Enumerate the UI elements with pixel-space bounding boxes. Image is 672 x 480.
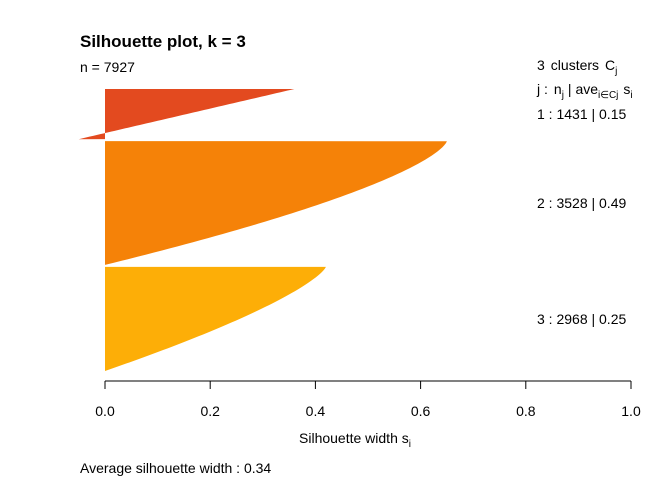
cluster-label-2: 2 : 3528 | 0.49 — [537, 195, 626, 211]
silhouette-bar-cluster-3 — [105, 266, 326, 371]
x-tick-label: 0.2 — [200, 403, 220, 419]
silhouette-bar-cluster-1 — [78, 89, 295, 140]
legend-header: 3 clusters Cj j : nj | avei∈Cj si — [536, 57, 633, 101]
cluster-label-3: 3 : 2968 | 0.25 — [537, 311, 626, 327]
chart-title: Silhouette plot, k = 3 — [80, 32, 246, 51]
cluster-labels: 1 : 1431 | 0.15 2 : 3528 | 0.49 3 : 2968 |… — [537, 106, 626, 327]
cluster-label-1: 1 : 1431 | 0.15 — [537, 106, 626, 122]
x-axis-label: Silhouette width si — [299, 430, 411, 450]
average-silhouette-label: Average silhouette width : 0.34 — [80, 460, 271, 476]
x-tick-label: 0.6 — [411, 403, 431, 419]
x-axis: 0.0 0.2 0.4 0.6 0.8 1.0 — [95, 380, 641, 419]
x-tick-label: 0.0 — [95, 403, 115, 419]
n-label: n = 7927 — [80, 59, 135, 75]
x-tick-label: 0.4 — [306, 403, 326, 419]
silhouette-bars — [78, 89, 447, 371]
silhouette-bar-cluster-2 — [105, 141, 447, 265]
x-tick-label: 0.8 — [516, 403, 536, 419]
x-tick-label: 1.0 — [621, 403, 641, 419]
